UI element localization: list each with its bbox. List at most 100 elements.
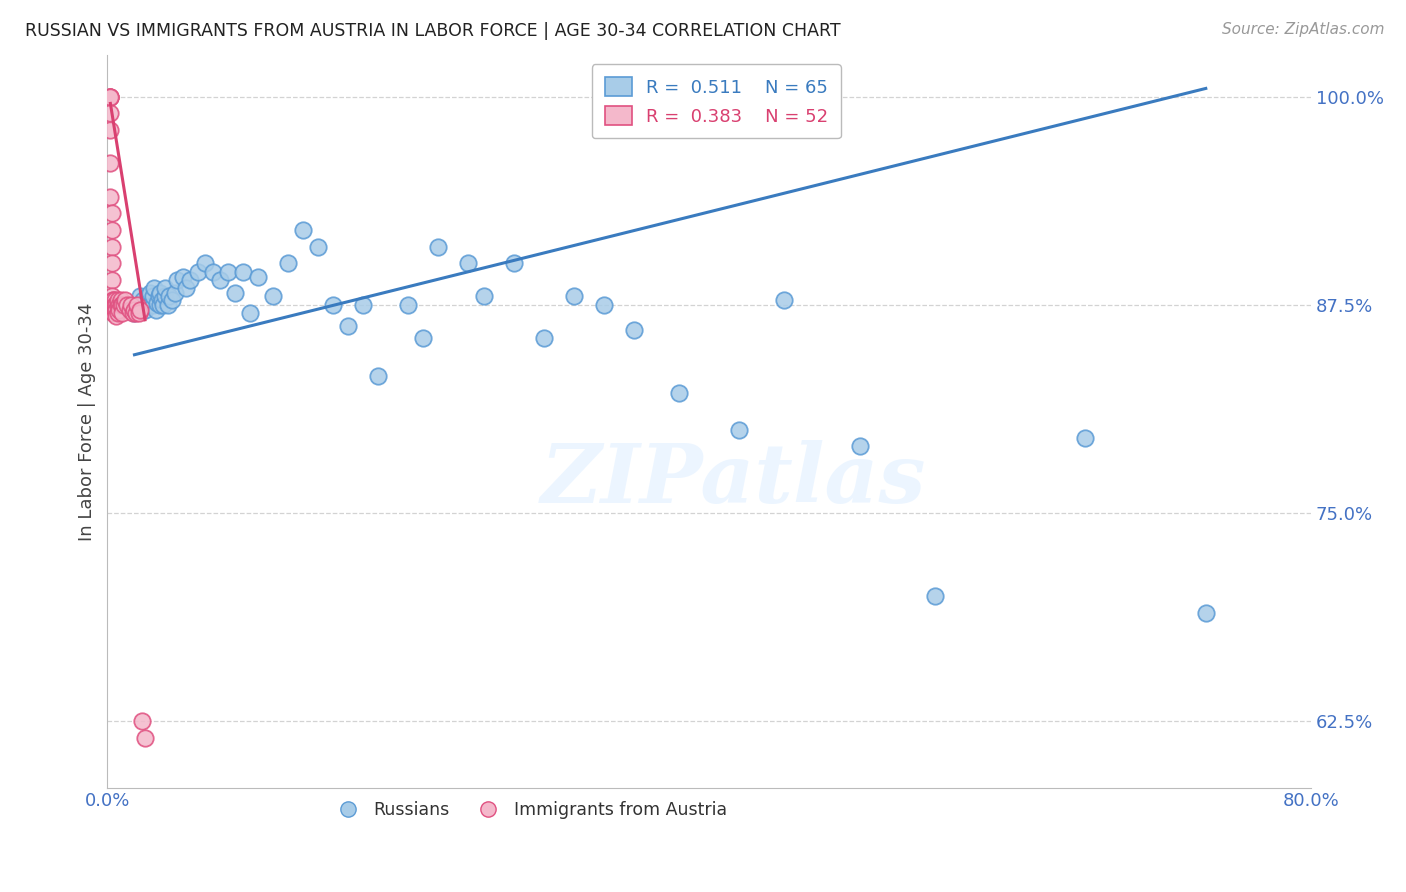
Point — [239, 306, 262, 320]
Point — [134, 302, 156, 317]
Point — [174, 281, 197, 295]
Point — [103, 293, 125, 307]
Point — [134, 731, 156, 745]
Point — [107, 298, 129, 312]
Point — [773, 293, 796, 307]
Point — [924, 589, 946, 603]
Point — [135, 298, 157, 312]
Point — [136, 289, 159, 303]
Point — [153, 281, 176, 295]
Point — [111, 298, 134, 312]
Point — [114, 293, 136, 307]
Point — [101, 298, 124, 312]
Point — [103, 298, 125, 312]
Point — [149, 298, 172, 312]
Point — [105, 302, 128, 317]
Point — [145, 302, 167, 317]
Point — [562, 289, 585, 303]
Point — [110, 293, 132, 307]
Point — [101, 273, 124, 287]
Point — [131, 714, 153, 728]
Point — [110, 298, 132, 312]
Point — [148, 289, 170, 303]
Point — [101, 289, 124, 303]
Point — [124, 302, 146, 317]
Point — [103, 293, 125, 307]
Legend: Russians, Immigrants from Austria: Russians, Immigrants from Austria — [323, 795, 734, 827]
Point — [107, 293, 129, 307]
Point — [153, 289, 176, 303]
Point — [277, 256, 299, 270]
Point — [118, 302, 141, 317]
Point — [100, 89, 122, 103]
Point — [396, 298, 419, 312]
Y-axis label: In Labor Force | Age 30-34: In Labor Force | Age 30-34 — [79, 302, 96, 541]
Point — [129, 298, 152, 312]
Point — [502, 256, 524, 270]
Point — [105, 310, 128, 324]
Point — [100, 89, 122, 103]
Point — [232, 264, 254, 278]
Point — [125, 306, 148, 320]
Point — [194, 256, 217, 270]
Point — [291, 223, 314, 237]
Text: Source: ZipAtlas.com: Source: ZipAtlas.com — [1222, 22, 1385, 37]
Point — [149, 286, 172, 301]
Point — [1074, 431, 1097, 445]
Point — [103, 298, 125, 312]
Point — [104, 293, 127, 307]
Point — [141, 298, 163, 312]
Point — [100, 89, 122, 103]
Point — [156, 298, 179, 312]
Point — [246, 269, 269, 284]
Point — [157, 289, 180, 303]
Point — [132, 293, 155, 307]
Point — [623, 323, 645, 337]
Point — [224, 286, 246, 301]
Point — [152, 298, 174, 312]
Point — [108, 298, 131, 312]
Point — [728, 423, 751, 437]
Point — [100, 106, 122, 120]
Point — [127, 298, 149, 312]
Point — [100, 189, 122, 203]
Point — [100, 89, 122, 103]
Point — [129, 289, 152, 303]
Point — [104, 298, 127, 312]
Point — [104, 298, 127, 312]
Point — [120, 298, 142, 312]
Point — [187, 264, 209, 278]
Point — [122, 306, 145, 320]
Point — [101, 223, 124, 237]
Point — [100, 156, 122, 170]
Point — [352, 298, 374, 312]
Text: ZIPatlas: ZIPatlas — [540, 440, 927, 520]
Point — [472, 289, 495, 303]
Point — [367, 369, 389, 384]
Point — [127, 298, 149, 312]
Point — [138, 298, 160, 312]
Point — [217, 264, 239, 278]
Point — [322, 298, 344, 312]
Point — [848, 439, 870, 453]
Point — [427, 239, 450, 253]
Point — [131, 298, 153, 312]
Point — [668, 386, 690, 401]
Point — [103, 302, 125, 317]
Point — [101, 206, 124, 220]
Point — [115, 298, 138, 312]
Point — [104, 302, 127, 317]
Point — [105, 298, 128, 312]
Point — [262, 289, 284, 303]
Point — [124, 306, 146, 320]
Point — [104, 302, 127, 317]
Point — [209, 273, 232, 287]
Point — [103, 306, 125, 320]
Point — [201, 264, 224, 278]
Point — [101, 239, 124, 253]
Point — [179, 273, 201, 287]
Point — [337, 319, 360, 334]
Point — [165, 286, 187, 301]
Point — [412, 331, 434, 345]
Point — [129, 302, 152, 317]
